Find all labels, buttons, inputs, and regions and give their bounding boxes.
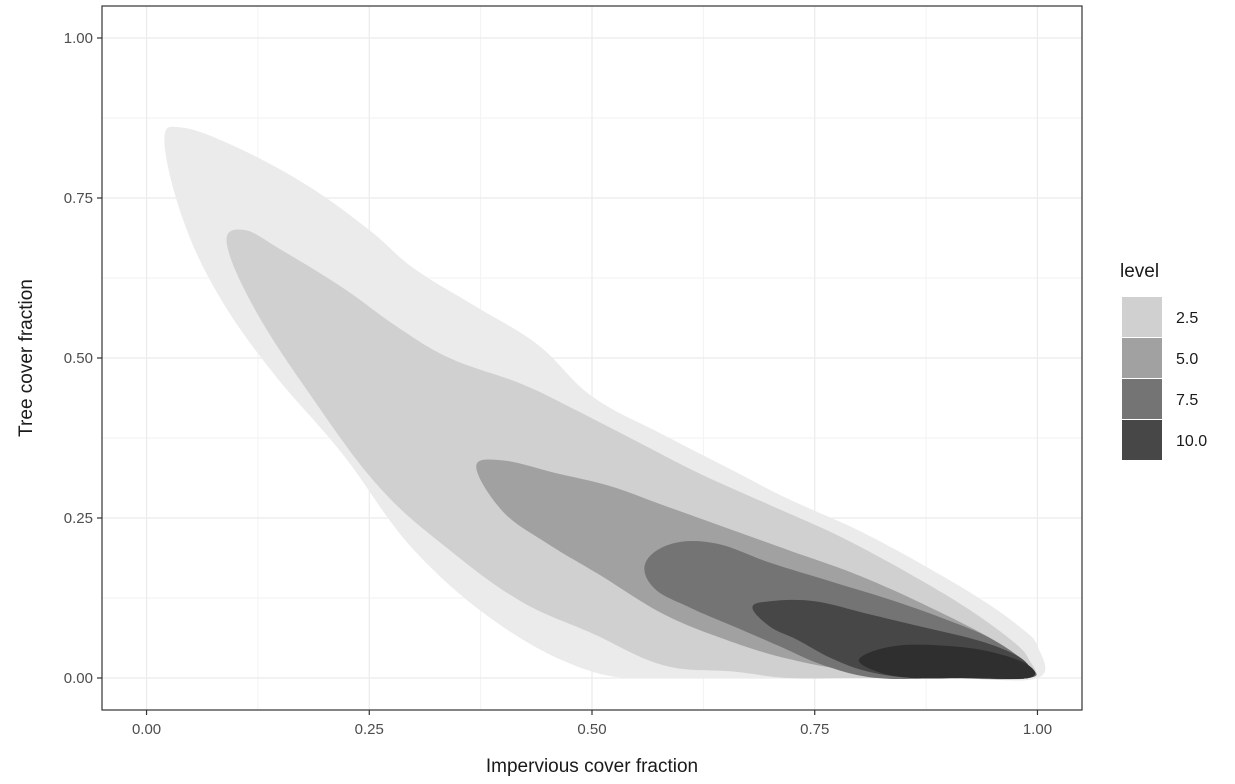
y-tick-label: 0.00 — [64, 670, 93, 687]
y-axis-ticks: 0.00 0.25 0.50 0.75 1.00 — [64, 30, 102, 687]
x-tick-label: 0.50 — [577, 721, 606, 738]
legend-key — [1122, 420, 1162, 460]
x-tick-label: 0.75 — [800, 721, 829, 738]
y-axis-title: Tree cover fraction — [16, 279, 37, 437]
legend-title: level — [1120, 261, 1159, 282]
y-tick-label: 0.50 — [64, 350, 93, 367]
legend-key — [1122, 297, 1162, 337]
legend-key — [1122, 338, 1162, 378]
y-tick-label: 1.00 — [64, 30, 93, 47]
legend-label: 2.5 — [1176, 310, 1198, 327]
y-tick-label: 0.25 — [64, 510, 93, 527]
x-tick-label: 0.00 — [132, 721, 161, 738]
x-tick-label: 1.00 — [1023, 721, 1052, 738]
x-axis-ticks: 0.00 0.25 0.50 0.75 1.00 — [132, 710, 1052, 738]
density-band — [858, 644, 1036, 680]
legend-key — [1122, 379, 1162, 419]
legend-label: 10.0 — [1176, 433, 1207, 450]
legend: level 2.5 5.0 7.5 10.0 — [1120, 261, 1207, 460]
x-axis-title: Impervious cover fraction — [486, 756, 698, 777]
x-tick-label: 0.25 — [355, 721, 384, 738]
y-tick-label: 0.75 — [64, 190, 93, 207]
legend-label: 7.5 — [1176, 392, 1198, 409]
legend-label: 5.0 — [1176, 351, 1198, 368]
density-bands — [164, 126, 1046, 681]
